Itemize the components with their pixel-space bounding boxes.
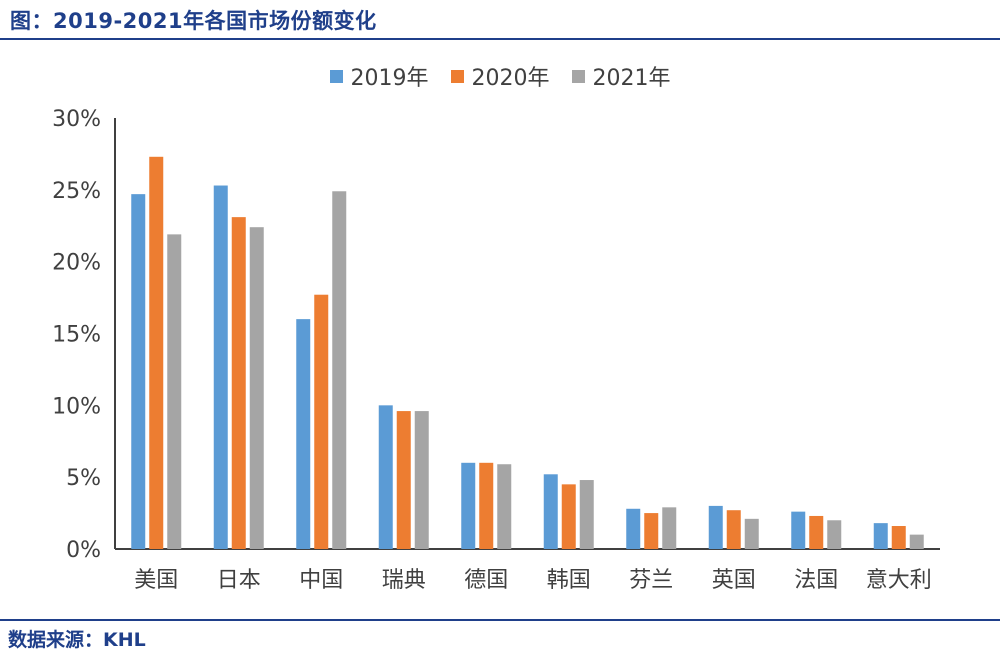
y-tick-label: 20% [52,251,101,276]
x-tick-label: 瑞典 [382,568,426,593]
bar-2021年-英国 [744,518,759,549]
bar-2019年-法国 [791,511,806,549]
legend-swatch [329,69,343,83]
bar-2019年-瑞典 [378,405,393,549]
x-tick-label: 中国 [299,568,343,593]
y-tick-label: 15% [52,323,101,348]
bar-2020年-德国 [479,462,494,549]
bar-2020年-中国 [314,294,329,549]
x-tick-label: 意大利 [866,568,932,593]
y-tick-label: 0% [66,538,101,563]
bar-2019年-芬兰 [626,508,641,549]
legend-swatch [450,69,464,83]
legend-item: 2019年 [329,60,429,92]
bar-2021年-德国 [497,464,512,549]
bar-2021年-芬兰 [662,507,677,549]
bar-2019年-美国 [131,194,146,550]
bar-chart: 0% 5% 10% 15% 20% 25% 30% 美国 日本 中国 瑞典 德国 韩国 芬兰 英国 法国 意大利 [52,107,940,593]
x-tick-label: 英国 [712,568,756,593]
x-tick-label: 芬兰 [629,568,673,593]
bar-2019年-德国 [461,462,476,549]
x-tick-label: 日本 [217,568,261,593]
bar-2020年-意大利 [891,526,906,549]
bar-2021年-法国 [827,520,842,549]
bar-2021年-美国 [167,234,182,549]
bar-2020年-芬兰 [644,513,659,549]
bar-2021年-中国 [332,191,347,549]
y-tick-label: 25% [52,179,101,204]
bar-2021年-日本 [249,227,264,550]
bar-2020年-美国 [149,156,164,549]
bar-2020年-日本 [231,217,246,549]
legend-item: 2020年 [450,60,550,92]
legend-label: 2021年 [592,66,671,91]
source-note: 数据来源：KHL [8,629,146,651]
bar-2019年-意大利 [873,523,888,549]
bar-2019年-英国 [708,505,723,549]
bar-2019年-日本 [213,185,228,550]
legend-label: 2020年 [471,66,550,91]
y-tick-label: 30% [52,107,101,132]
bar-2021年-瑞典 [414,411,429,549]
bar-2020年-法国 [809,515,824,549]
page-title: 图：2019-2021年各国市场份额变化 [10,9,377,33]
footer-divider [0,619,1000,621]
chart-legend: 2019年 2020年 2021年 [0,60,1000,92]
bar-2019年-韩国 [543,474,558,549]
bar-2021年-韩国 [579,480,594,549]
x-tick-label: 美国 [134,568,178,593]
y-tick-label: 5% [66,466,101,491]
bar-2020年-韩国 [561,484,576,549]
legend-item: 2021年 [571,60,671,92]
x-tick-label: 法国 [794,568,838,593]
x-tick-label: 韩国 [547,568,591,593]
bar-2020年-英国 [726,510,741,549]
x-tick-label: 德国 [464,568,508,593]
legend-swatch [571,69,585,83]
bar-2020年-瑞典 [396,411,411,549]
bar-2019年-中国 [296,319,311,549]
title-divider [0,38,1000,40]
y-tick-label: 10% [52,394,101,419]
legend-label: 2019年 [350,66,429,91]
bar-2021年-意大利 [909,534,924,549]
